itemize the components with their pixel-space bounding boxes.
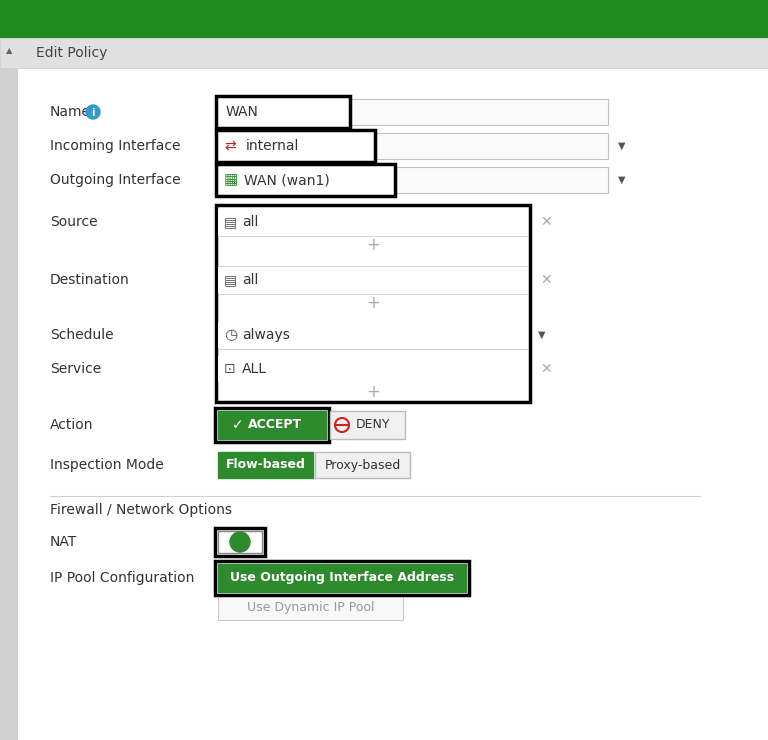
FancyBboxPatch shape	[218, 99, 608, 125]
FancyBboxPatch shape	[216, 130, 375, 162]
Text: ◷: ◷	[224, 328, 237, 343]
Text: Outgoing Interface: Outgoing Interface	[50, 173, 180, 187]
FancyBboxPatch shape	[218, 452, 313, 478]
Text: all: all	[242, 215, 258, 229]
Text: Source: Source	[50, 215, 98, 229]
Text: ACCEPT: ACCEPT	[248, 419, 302, 431]
Text: WAN (wan1): WAN (wan1)	[244, 173, 329, 187]
Text: Destination: Destination	[50, 273, 130, 287]
Text: i: i	[91, 107, 94, 118]
FancyBboxPatch shape	[18, 68, 768, 740]
FancyBboxPatch shape	[330, 411, 405, 439]
Text: ▼: ▼	[538, 330, 546, 340]
Text: ✕: ✕	[540, 273, 552, 287]
Text: internal: internal	[246, 139, 300, 153]
FancyBboxPatch shape	[215, 561, 469, 595]
Text: Flow-based: Flow-based	[226, 459, 306, 471]
Text: ✓: ✓	[232, 418, 243, 432]
FancyBboxPatch shape	[0, 38, 768, 68]
FancyBboxPatch shape	[218, 209, 528, 235]
Text: IP Pool Configuration: IP Pool Configuration	[50, 571, 194, 585]
Text: Firewall / Network Options: Firewall / Network Options	[50, 503, 232, 517]
Text: ▤: ▤	[224, 273, 237, 287]
FancyBboxPatch shape	[218, 167, 608, 193]
Text: Name: Name	[50, 105, 91, 119]
Text: ✕: ✕	[540, 215, 552, 229]
Text: ▤: ▤	[224, 215, 237, 229]
Text: +: +	[366, 236, 380, 254]
Text: Action: Action	[50, 418, 94, 432]
Text: ⇄: ⇄	[224, 139, 236, 153]
Circle shape	[86, 105, 100, 119]
FancyBboxPatch shape	[215, 408, 329, 442]
FancyBboxPatch shape	[218, 411, 326, 439]
Text: NAT: NAT	[50, 535, 78, 549]
Text: Schedule: Schedule	[50, 328, 114, 342]
Text: Inspection Mode: Inspection Mode	[50, 458, 164, 472]
FancyBboxPatch shape	[218, 531, 262, 553]
Text: Incoming Interface: Incoming Interface	[50, 139, 180, 153]
Text: DENY: DENY	[356, 419, 390, 431]
Text: +: +	[366, 294, 380, 312]
FancyBboxPatch shape	[216, 96, 350, 128]
FancyBboxPatch shape	[216, 205, 530, 402]
Text: Service: Service	[50, 362, 101, 376]
FancyBboxPatch shape	[0, 68, 18, 740]
Text: WAN: WAN	[226, 105, 259, 119]
Text: ▼: ▼	[618, 175, 626, 185]
Text: always: always	[242, 328, 290, 342]
Text: Use Outgoing Interface Address: Use Outgoing Interface Address	[230, 571, 454, 585]
Text: +: +	[366, 383, 380, 401]
FancyBboxPatch shape	[218, 564, 466, 592]
Text: all: all	[242, 273, 258, 287]
FancyBboxPatch shape	[315, 452, 410, 478]
FancyBboxPatch shape	[0, 0, 768, 38]
FancyBboxPatch shape	[218, 356, 528, 382]
Circle shape	[230, 532, 250, 552]
Text: Use Dynamic IP Pool: Use Dynamic IP Pool	[247, 602, 374, 614]
FancyBboxPatch shape	[218, 596, 403, 620]
Text: ALL: ALL	[242, 362, 267, 376]
FancyBboxPatch shape	[218, 267, 528, 293]
Text: Edit Policy: Edit Policy	[36, 46, 108, 60]
Text: ⊡: ⊡	[224, 362, 236, 376]
FancyBboxPatch shape	[216, 164, 395, 196]
FancyBboxPatch shape	[215, 528, 265, 556]
Text: ▦: ▦	[224, 172, 238, 187]
Text: ✕: ✕	[540, 362, 552, 376]
Text: Proxy-based: Proxy-based	[324, 459, 401, 471]
Text: ▼: ▼	[618, 141, 626, 151]
FancyBboxPatch shape	[218, 322, 528, 348]
Text: ▲: ▲	[5, 47, 12, 55]
FancyBboxPatch shape	[218, 133, 608, 159]
